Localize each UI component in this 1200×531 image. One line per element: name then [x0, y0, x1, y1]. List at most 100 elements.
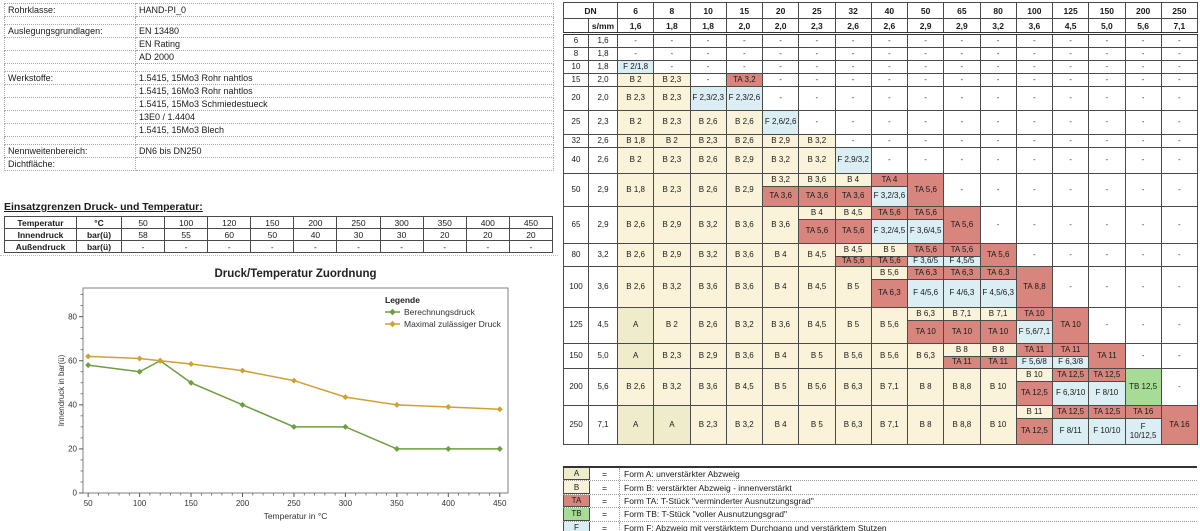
matrix-row-dn: 6	[563, 33, 589, 48]
matrix-cell: TA 3,2	[725, 73, 764, 87]
matrix-cell: -	[653, 47, 691, 61]
matrix-cell: -	[1160, 368, 1199, 406]
x-tick-label: 150	[184, 499, 198, 508]
matrix-cell: B 2,3	[689, 405, 727, 445]
info-value: EN 13480	[135, 24, 554, 38]
matrix-cell-value: F 2,3/2,3	[692, 93, 724, 103]
legend-row: F = Form F: Abzweig mit verstärktem Durchg…	[563, 521, 1197, 531]
matrix-cell-split-wrap: TA 12,5 F 10/10	[1089, 406, 1124, 444]
series-marker-1	[496, 406, 503, 413]
matrix-cell-split: TA 5,6 F 4,5/5	[943, 243, 981, 267]
legend-key-swatch: A	[563, 468, 590, 481]
matrix-cell-value: B 2	[629, 74, 642, 84]
matrix-cell: B 10	[979, 368, 1017, 406]
matrix-cell-value: -	[924, 93, 927, 103]
info-label: Auslegungsgrundlagen:	[4, 24, 136, 38]
matrix-cell-value: B 3,2	[771, 155, 790, 165]
matrix-cell-value: B 7,1	[880, 381, 899, 391]
matrix-dn-column-header: 250	[1160, 2, 1199, 19]
matrix-cell-value: TA 10	[1060, 320, 1081, 330]
matrix-cell-value: B 2,6	[698, 184, 718, 194]
limits-row-unit: bar(ü)	[76, 228, 122, 241]
matrix-cell-split: B 4 TA 3,6	[834, 173, 872, 207]
matrix-row-dn: 100	[563, 266, 589, 308]
matrix-cell: B 5,6	[870, 307, 909, 344]
matrix-cell: -	[1160, 147, 1199, 174]
info-row	[4, 16, 554, 25]
matrix-cell-value: -	[888, 74, 891, 84]
matrix-cell-value: -	[996, 74, 1000, 84]
matrix-cell-value: -	[1069, 35, 1072, 45]
matrix-cell: B 2,6	[689, 307, 727, 344]
matrix-cell-top: TA 5,6	[872, 207, 907, 220]
matrix-cell-split-wrap: B 4,5 TA 5,6	[836, 207, 871, 243]
matrix-cell: -	[1051, 134, 1090, 148]
matrix-cell-value: -	[1069, 74, 1072, 84]
matrix-cell: -	[1124, 110, 1162, 135]
series-marker-1	[239, 367, 246, 374]
matrix-cell-value: -	[851, 48, 855, 58]
legend-equals: =	[590, 508, 620, 521]
matrix-cell-value: -	[1033, 135, 1036, 145]
limits-row-label: Temperatur	[4, 216, 77, 229]
matrix-row-s-value: 2,3	[597, 117, 609, 127]
matrix-cell: -	[616, 33, 655, 48]
matrix-cell: -	[870, 110, 909, 135]
series-marker-0	[393, 445, 400, 452]
matrix-cell-value: B 2,6	[698, 155, 718, 165]
matrix-cell-value: -	[1141, 74, 1145, 84]
matrix-cell-value: B 2	[665, 135, 678, 145]
matrix-cell: B 3,6	[761, 307, 800, 344]
matrix-cell-value: B 8,8	[952, 419, 972, 429]
matrix-cell: -	[834, 73, 872, 87]
matrix-cell: -	[1160, 47, 1199, 61]
series-marker-1	[445, 404, 452, 411]
matrix-cell-value: B 5,6	[843, 350, 863, 360]
matrix-cell-split: B 5,6 TA 6,3	[870, 266, 909, 308]
matrix-cell-top: TA 6,3	[908, 267, 943, 280]
matrix-cell-value: -	[1178, 249, 1181, 259]
matrix-cell-top: B 11	[1017, 406, 1052, 419]
matrix-dn-column-header: 8	[653, 2, 691, 19]
matrix-cell-top: B 4	[799, 207, 834, 220]
matrix-row-dn-value: 40	[571, 155, 581, 165]
matrix-cell: B 2,3	[653, 173, 691, 207]
matrix-cell: B 6,3	[906, 343, 945, 369]
matrix-cell-value: -	[1178, 184, 1181, 194]
legend-marker-1	[389, 320, 396, 328]
matrix-cell-value: -	[670, 48, 674, 58]
matrix-cell: -	[870, 134, 909, 148]
matrix-cell-value: B 2,9	[698, 350, 718, 360]
matrix-row: 25 2,3 B 2 B 2,3 B 2,6 B 2,6 F 2,6/2,6 - - - - - - - -…	[563, 110, 1199, 135]
legend-entry-label-1: Maximal zulässiger Druck	[404, 319, 502, 329]
matrix-cell: -	[1051, 243, 1090, 267]
matrix-cell: -	[653, 33, 691, 48]
matrix-s-column-header: 1,6	[616, 18, 655, 35]
matrix-cell-value: -	[851, 135, 855, 145]
matrix-row-s: 2,9	[588, 206, 618, 244]
matrix-cell-value: -	[924, 74, 927, 84]
matrix-row-s-value: 1,6	[597, 35, 609, 45]
matrix-cell: -	[1088, 266, 1126, 308]
matrix-cell: -	[1160, 307, 1199, 344]
matrix-dn-column-header: 40	[870, 2, 909, 19]
info-row: Werkstoffe: 1.5415, 15Mo3 Rohr nahtlos	[4, 71, 554, 85]
matrix-cell: B 5,6	[834, 343, 872, 369]
matrix-cell-value: B 3,6	[735, 281, 754, 291]
matrix-cell-value: B 4	[774, 419, 787, 429]
matrix-cell-split-wrap: TA 11 F 5,6/8	[1017, 344, 1052, 368]
matrix-cell: -	[1124, 60, 1162, 74]
matrix-cell: B 2,6	[725, 110, 764, 135]
matrix-dn-column-header: 10	[689, 2, 727, 19]
matrix-cell-split: B 7,1 TA 10	[943, 307, 981, 344]
matrix-cell-value: -	[1141, 117, 1145, 127]
limits-row-unit: °C	[76, 216, 122, 229]
info-value	[135, 16, 554, 25]
matrix-cell-value: -	[996, 219, 1000, 229]
matrix-cell-value: A	[632, 419, 639, 429]
matrix-cell-split: B 5 TA 5,6	[870, 243, 909, 267]
matrix-cell-value: -	[924, 48, 927, 58]
matrix-dn-column-header: 150	[1088, 2, 1126, 19]
matrix-cell: B 4	[761, 266, 800, 308]
matrix-cell-value: -	[1141, 93, 1145, 103]
